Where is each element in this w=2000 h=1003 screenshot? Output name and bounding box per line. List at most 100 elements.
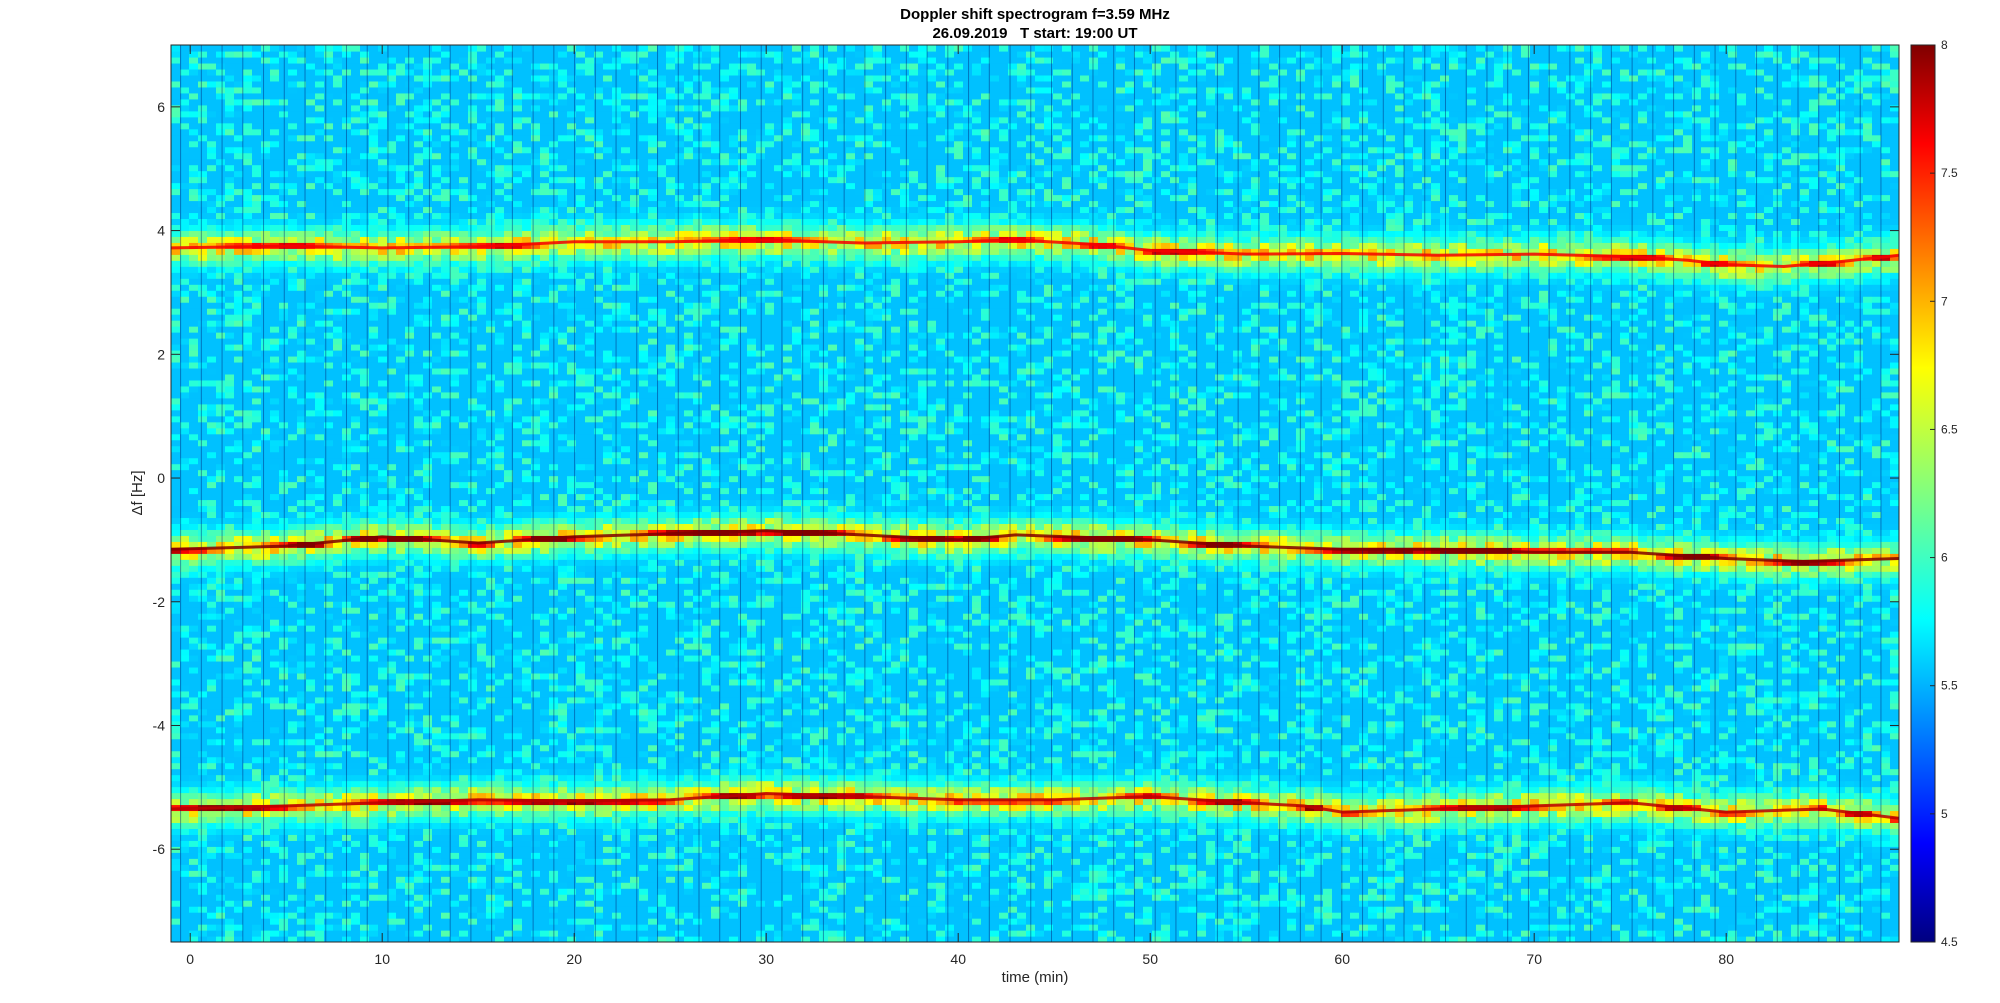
heatmap-cell [333, 643, 343, 650]
heatmap-cell [414, 559, 424, 566]
heatmap-cell [225, 583, 235, 590]
heatmap-cell [378, 224, 388, 231]
heatmap-cell [423, 416, 433, 423]
heatmap-cell [369, 398, 379, 405]
heatmap-cell [360, 260, 370, 267]
heatmap-cell [450, 99, 460, 106]
heatmap-cell [261, 781, 271, 788]
heatmap-cell [333, 906, 343, 913]
heatmap-cell [216, 224, 226, 231]
heatmap-cell [432, 440, 442, 447]
heatmap-cell [333, 912, 343, 919]
heatmap-cell [450, 595, 460, 602]
heatmap-cell [333, 637, 343, 644]
heatmap-cell [378, 565, 388, 572]
heatmap-cell [207, 703, 217, 710]
heatmap-cell [351, 476, 361, 483]
heatmap-cell [306, 326, 316, 333]
heatmap-cell [441, 828, 451, 835]
heatmap-cell [405, 828, 415, 835]
heatmap-cell [405, 930, 415, 937]
heatmap-cell [234, 667, 244, 674]
heatmap-cell [234, 912, 244, 919]
heatmap-cell [333, 775, 343, 782]
heatmap-cell [207, 428, 217, 435]
heatmap-cell [369, 428, 379, 435]
heatmap-cell [234, 834, 244, 841]
heatmap-cell [441, 494, 451, 501]
heatmap-cell [207, 87, 217, 94]
heatmap-cell [306, 858, 316, 865]
heatmap-cell [216, 840, 226, 847]
heatmap-cell [252, 338, 262, 345]
heatmap-cell [198, 254, 208, 261]
heatmap-cell [234, 482, 244, 489]
heatmap-cell [441, 165, 451, 172]
heatmap-cell [315, 314, 325, 321]
heatmap-cell [432, 565, 442, 572]
heatmap-cell [459, 368, 469, 375]
heatmap-cell [198, 290, 208, 297]
heatmap-cell [468, 924, 478, 931]
heatmap-cell [315, 571, 325, 578]
heatmap-cell [405, 876, 415, 883]
heatmap-cell [180, 607, 190, 614]
heatmap-cell [369, 476, 379, 483]
heatmap-cell [369, 870, 379, 877]
heatmap-cell [225, 464, 235, 471]
heatmap-cell [189, 589, 199, 596]
heatmap-cell [441, 918, 451, 925]
heatmap-cell [459, 775, 469, 782]
heatmap-cell [351, 111, 361, 118]
heatmap-cell [243, 822, 253, 829]
heatmap-cell [180, 781, 190, 788]
heatmap-cell [207, 117, 217, 124]
heatmap-cell [243, 338, 253, 345]
heatmap-cell [360, 655, 370, 662]
heatmap-cell [459, 595, 469, 602]
heatmap-cell [405, 81, 415, 88]
heatmap-cell [288, 631, 298, 638]
heatmap-cell [459, 494, 469, 501]
heatmap-cell [360, 326, 370, 333]
heatmap-cell [198, 63, 208, 70]
heatmap-cell [441, 691, 451, 698]
heatmap-cell [405, 781, 415, 788]
heatmap-cell [441, 99, 451, 106]
heatmap-cell [360, 165, 370, 172]
heatmap-cell [180, 218, 190, 225]
heatmap-cell [351, 810, 361, 817]
heatmap-cell [207, 625, 217, 632]
heatmap-cell [432, 302, 442, 309]
heatmap-cell [360, 691, 370, 698]
heatmap-cell [414, 230, 424, 237]
heatmap-cell [270, 159, 280, 166]
heatmap-cell [225, 123, 235, 130]
heatmap-cell [243, 661, 253, 668]
heatmap-cell [360, 673, 370, 680]
heatmap-cell [225, 129, 235, 136]
heatmap-cell [189, 918, 199, 925]
heatmap-cell [225, 224, 235, 231]
heatmap-cell [225, 894, 235, 901]
heatmap-cell [378, 81, 388, 88]
heatmap-cell [270, 793, 280, 800]
heatmap-cell [432, 697, 442, 704]
heatmap-cell [450, 266, 460, 273]
heatmap-cell [351, 559, 361, 566]
heatmap-cell [441, 769, 451, 776]
heatmap-cell [243, 159, 253, 166]
heatmap-cell [378, 655, 388, 662]
heatmap-cell [459, 129, 469, 136]
heatmap-cell [333, 553, 343, 560]
heatmap-cell [189, 141, 199, 148]
heatmap-cell [306, 284, 316, 291]
heatmap-cell [378, 416, 388, 423]
heatmap-cell [450, 757, 460, 764]
heatmap-cell [180, 374, 190, 381]
heatmap-cell [396, 607, 406, 614]
heatmap-cell [234, 356, 244, 363]
heatmap-cell [288, 218, 298, 225]
heatmap-cell [243, 810, 253, 817]
heatmap-cell [189, 583, 199, 590]
